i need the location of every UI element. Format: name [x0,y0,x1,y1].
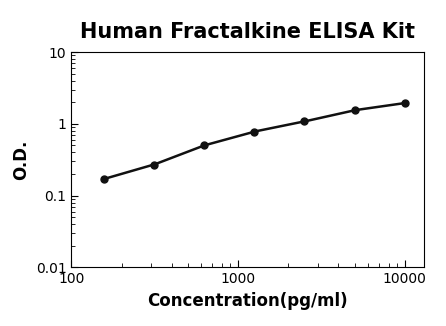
Y-axis label: O.D.: O.D. [12,140,30,180]
X-axis label: Concentration(pg/ml): Concentration(pg/ml) [147,292,348,310]
Title: Human Fractalkine ELISA Kit: Human Fractalkine ELISA Kit [80,22,415,42]
